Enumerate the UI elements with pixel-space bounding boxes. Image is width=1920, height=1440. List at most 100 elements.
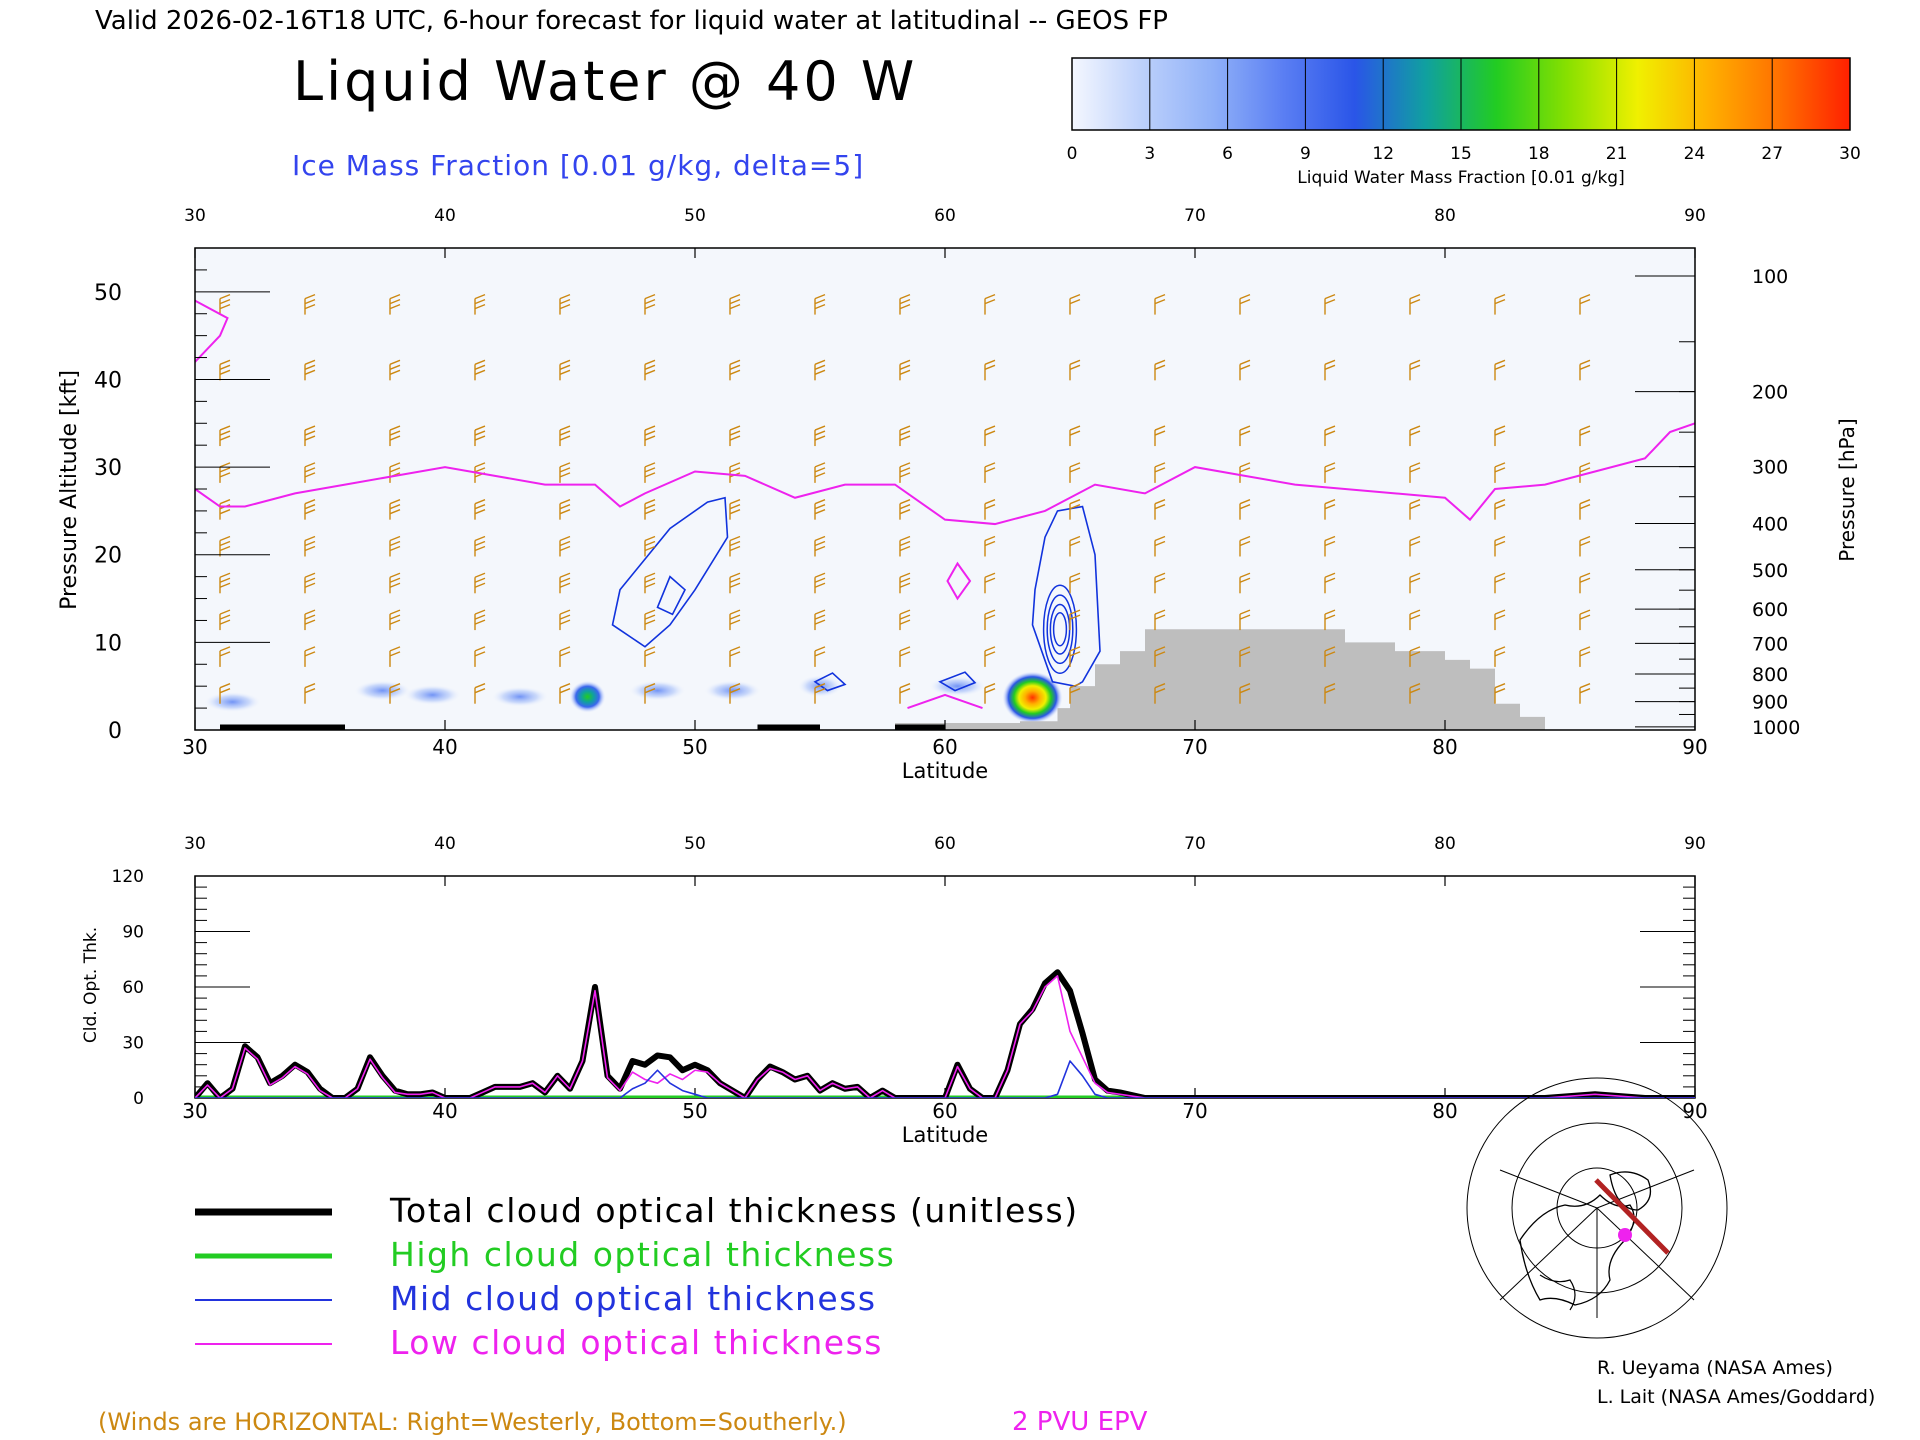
wind-barb	[1239, 572, 1251, 594]
epv-line-fragment	[195, 299, 229, 363]
colorbar-tick-label: 9	[1300, 144, 1311, 164]
ice-contour-inner	[1052, 611, 1068, 647]
top-plot-background	[195, 248, 1695, 730]
wind-barb	[814, 462, 826, 483]
wind-barb	[1409, 609, 1421, 631]
wind-barb	[389, 535, 401, 557]
ice-contour-inner	[1046, 594, 1074, 665]
wind-barb	[1069, 359, 1081, 381]
wind-barb	[899, 572, 911, 594]
wind-barb	[984, 609, 996, 631]
wind-barb	[1069, 683, 1081, 704]
wind-barb	[1494, 609, 1506, 631]
optical-thickness-lines	[195, 969, 1695, 1098]
top-y-tick-label-right: 600	[1752, 599, 1788, 621]
wind-barb	[1409, 293, 1421, 315]
top-x-tick-label: 40	[432, 735, 457, 759]
wind-barb	[1579, 359, 1591, 381]
ice-contour	[1031, 505, 1101, 688]
wind-barb	[1239, 535, 1251, 557]
liquid-water-blob	[629, 680, 686, 701]
top-x-tick-label: 60	[932, 735, 957, 759]
wind-barb	[219, 646, 231, 667]
wind-barb	[304, 646, 316, 667]
liquid-water-blob	[1002, 671, 1063, 724]
wind-barb	[559, 646, 571, 667]
terrain	[895, 629, 1695, 730]
wind-barb	[814, 535, 826, 557]
wind-barb	[1409, 646, 1421, 667]
top-x-tick-label-upper: 70	[1184, 206, 1206, 226]
top-x-tick-label: 80	[1432, 735, 1457, 759]
terrain-area	[895, 629, 1695, 730]
colorbar-tick-label: 15	[1450, 144, 1472, 164]
wind-barb	[814, 683, 826, 704]
wind-barb	[1069, 293, 1081, 315]
inset-map	[1466, 1077, 1728, 1339]
wind-barb	[984, 683, 996, 704]
wind-barb	[899, 535, 911, 557]
wind-barb	[474, 499, 486, 520]
wind-barb	[984, 462, 996, 483]
bottom-x-tick-label: 80	[1432, 1099, 1457, 1123]
wind-barb	[1324, 572, 1336, 594]
wind-barb	[1069, 535, 1081, 557]
wind-barb	[219, 535, 231, 557]
wind-barb	[474, 359, 486, 381]
wind-barb	[1069, 609, 1081, 631]
bottom-x-tick-label-upper: 70	[1184, 834, 1206, 854]
top-ylabel-left: Pressure Altitude [kft]	[57, 370, 82, 610]
colorbar-tick-label: 24	[1684, 144, 1706, 164]
bottom-plot-frame	[194, 875, 1696, 1099]
wind-barb	[559, 499, 571, 520]
legend-label: Low cloud optical thickness	[390, 1323, 883, 1362]
wind-barb	[814, 293, 826, 315]
wind-barb	[644, 499, 656, 520]
top-plot-frame	[194, 247, 1696, 731]
credit-2: L. Lait (NASA Ames/Goddard)	[1597, 1386, 1875, 1408]
wind-barb	[389, 646, 401, 667]
legend-label: Mid cloud optical thickness	[390, 1279, 877, 1318]
wind-barb	[1154, 609, 1166, 631]
ice-contour	[938, 671, 977, 692]
wind-barb	[389, 609, 401, 631]
wind-barb	[1069, 425, 1081, 447]
wind-barb	[1579, 683, 1591, 704]
wind-barb	[1239, 359, 1251, 381]
colorbar-tick-label: 0	[1067, 144, 1078, 164]
wind-barb	[389, 683, 401, 704]
epv-line	[195, 422, 1695, 526]
credit-1: R. Ueyama (NASA Ames)	[1597, 1357, 1833, 1379]
wind-barb	[1239, 425, 1251, 447]
liquid-water-blob	[492, 686, 548, 707]
bottom-x-tick-label: 60	[932, 1099, 957, 1123]
wind-barb	[559, 572, 571, 594]
epv-line-fragment	[907, 693, 983, 710]
wind-barb	[899, 293, 911, 315]
wind-barb	[984, 359, 996, 381]
bottom-x-tick-label: 90	[1682, 1099, 1707, 1123]
wind-barb	[1069, 499, 1081, 520]
wind-barb	[474, 535, 486, 557]
bottom-x-tick-label: 30	[182, 1099, 207, 1123]
wind-barb	[729, 609, 741, 631]
wind-barb	[304, 359, 316, 381]
wind-barb	[1324, 359, 1336, 381]
ice-contour	[611, 496, 729, 648]
wind-barb	[219, 609, 231, 631]
wind-barb	[984, 572, 996, 594]
colorbar-tick-label: 21	[1606, 144, 1628, 164]
ice-contours	[611, 496, 1101, 692]
wind-barb	[1239, 609, 1251, 631]
top-x-tick-label-upper: 40	[434, 206, 456, 226]
top-x-tick-label-upper: 90	[1684, 206, 1706, 226]
top-x-tick-label: 30	[182, 735, 207, 759]
wind-barb	[729, 293, 741, 315]
wind-barb	[389, 359, 401, 381]
wind-barb	[1324, 609, 1336, 631]
wind-barb	[304, 572, 316, 594]
map-location-dot	[1618, 1228, 1632, 1242]
wind-barb	[304, 462, 316, 483]
wind-barb	[559, 359, 571, 381]
wind-barb	[1239, 646, 1251, 667]
